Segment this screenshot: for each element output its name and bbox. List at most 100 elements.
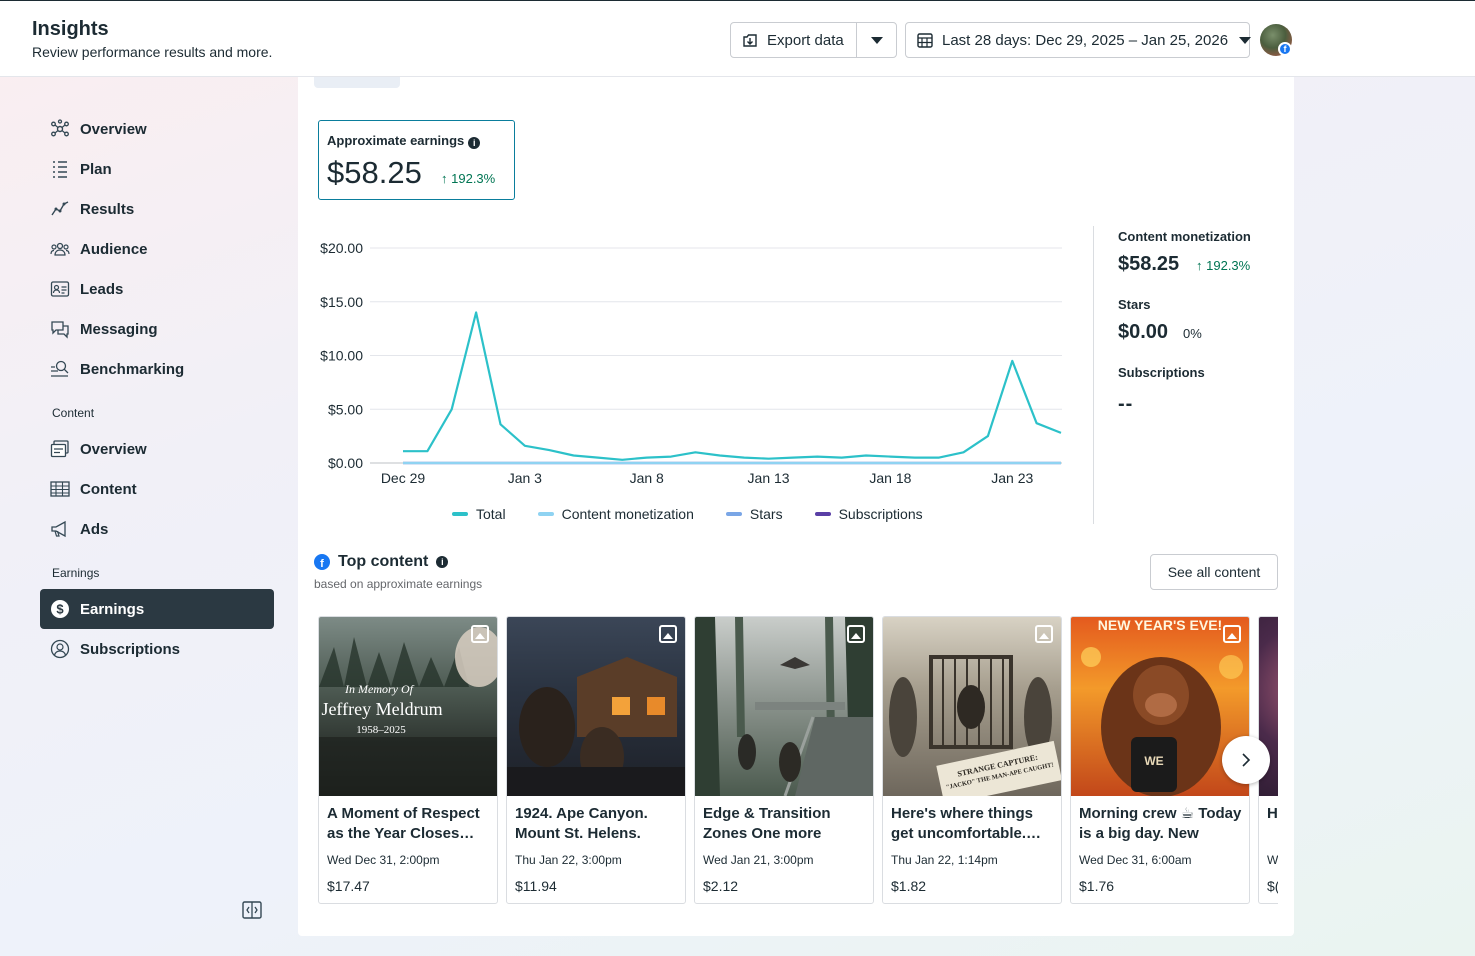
y-tick-label: $20.00	[320, 240, 363, 256]
dollar-icon: $	[50, 599, 70, 619]
sidebar-item-subscriptions[interactable]: Subscriptions	[40, 629, 274, 669]
stars-value: $0.00	[1118, 321, 1169, 343]
legend-item-content-monetization[interactable]: Content monetization	[537, 506, 694, 522]
sidebar-item-overview[interactable]: Overview	[40, 109, 274, 149]
metric-label: Approximate earnings	[327, 133, 465, 148]
post-earnings: $17.47	[327, 878, 370, 894]
see-all-content-button[interactable]: See all content	[1150, 554, 1278, 590]
facebook-badge-icon: f	[1278, 42, 1292, 56]
y-tick-label: $0.00	[328, 455, 363, 471]
content-monetization-delta: ↑ 192.3%	[1196, 258, 1251, 273]
sidebar-item-label: Leads	[80, 280, 124, 298]
post-earnings: $11.94	[515, 878, 557, 894]
thumb-text: r. Jeffrey Meldrum	[319, 699, 443, 719]
subscriptions-label: Subscriptions	[1118, 365, 1205, 380]
sidebar-item-plan[interactable]: Plan	[40, 149, 274, 189]
page-subtitle: Review performance results and more.	[32, 44, 273, 60]
legend-swatch	[725, 512, 742, 516]
section-label-earnings: Earnings	[52, 566, 100, 580]
content-monetization-value: $58.25	[1118, 253, 1180, 275]
sidebar-item-earnings[interactable]: $ Earnings	[40, 589, 274, 629]
chevron-down-icon	[870, 36, 883, 44]
post-date: Wed Jan 21, 3:00pm	[703, 853, 814, 867]
y-tick-label: $10.00	[320, 348, 363, 364]
sidebar-item-content-overview[interactable]: Overview	[40, 429, 274, 469]
legend-item-total[interactable]: Total	[452, 506, 506, 522]
calendar-icon	[917, 33, 933, 48]
export-options-dropdown[interactable]	[856, 22, 897, 58]
content-card[interactable]: 1924. Ape Canyon. Mount St. Helens. Fiv……	[506, 616, 686, 904]
thumb-text: WE	[1144, 754, 1163, 768]
tab-indicator	[314, 77, 400, 88]
sidebar-item-label: Benchmarking	[80, 360, 185, 378]
content-monetization-delta-value: 192.3%	[1206, 258, 1251, 273]
approximate-earnings-metric[interactable]: Approximate earnings i $58.25 ↑ 192.3%	[318, 120, 515, 200]
export-data-button[interactable]: Export data	[730, 22, 857, 58]
plan-icon	[50, 159, 70, 179]
y-tick-label: $5.00	[328, 401, 363, 417]
post-thumbnail: NEW YEAR'S EVE! WE	[1071, 617, 1249, 796]
carousel-next-button[interactable]	[1222, 736, 1270, 784]
x-tick-label: Dec 29	[381, 470, 426, 486]
sidebar-item-ads[interactable]: Ads	[40, 509, 274, 549]
content-card[interactable]: In Memory Of r. Jeffrey Meldrum 1958–202…	[318, 616, 498, 904]
top-content-title: Top content	[338, 553, 429, 570]
post-title: Here's where things get uncomfortable.…	[891, 805, 1042, 842]
sidebar-item-label: Subscriptions	[80, 640, 181, 658]
stars-delta: 0%	[1183, 326, 1202, 341]
content-card[interactable]: Edge & Transition Zones One more shar… W…	[694, 616, 874, 904]
subscriptions-value: --	[1118, 393, 1134, 415]
vertical-divider	[1093, 226, 1094, 524]
post-title: 1924. Ape Canyon. Mount St. Helens. Fiv…	[515, 805, 648, 842]
sidebar-item-messaging[interactable]: Messaging	[40, 309, 274, 349]
chevron-right-icon	[1242, 753, 1251, 767]
top-content-subtitle: based on approximate earnings	[314, 577, 483, 591]
sidebar-item-label: Overview	[80, 120, 147, 138]
content-card[interactable]: STRANGE CAPTURE: "JACKO" THE MAN-APE CAU…	[882, 616, 1062, 904]
legend-item-stars[interactable]: Stars	[725, 506, 783, 522]
audience-icon	[50, 239, 70, 259]
date-range-label: Last 28 days: Dec 29, 2025 – Jan 25, 202…	[942, 31, 1229, 49]
legend-label: Subscriptions	[838, 506, 923, 522]
sidebar-item-benchmarking[interactable]: Benchmarking	[40, 349, 274, 389]
post-date: Wed Dec 31, 2:00pm	[327, 853, 440, 867]
top-content-carousel: In Memory Of r. Jeffrey Meldrum 1958–202…	[318, 616, 1278, 906]
legend-swatch	[537, 512, 554, 516]
photo-icon	[1223, 625, 1241, 643]
x-tick-label: Jan 18	[869, 470, 911, 486]
photo-icon	[659, 625, 677, 643]
x-tick-label: Jan 3	[508, 470, 542, 486]
post-title: A Moment of Respect as the Year Closes…	[327, 805, 480, 842]
top-content-heading: f Top content i	[314, 553, 449, 571]
date-range-picker[interactable]: Last 28 days: Dec 29, 2025 – Jan 25, 202…	[905, 22, 1252, 58]
thumb-text: NEW YEAR'S EVE!	[1098, 617, 1222, 633]
facebook-icon: f	[314, 554, 330, 570]
post-date: Thu Jan 22, 1:14pm	[891, 853, 998, 867]
legend-item-subscriptions[interactable]: Subscriptions	[814, 506, 923, 522]
info-icon[interactable]: i	[436, 556, 449, 568]
sidebar-item-audience[interactable]: Audience	[40, 229, 274, 269]
subscriptions-icon	[50, 639, 70, 659]
post-thumbnail	[507, 617, 685, 796]
legend-label: Stars	[749, 506, 783, 522]
export-data-label: Export data	[767, 31, 844, 49]
sidebar-item-label: Messaging	[80, 320, 158, 338]
export-icon	[743, 34, 757, 47]
info-icon[interactable]: i	[468, 137, 481, 149]
sidebar-item-content[interactable]: Content	[40, 469, 274, 509]
sidebar-item-label: Overview	[80, 440, 147, 458]
messaging-icon	[50, 319, 70, 339]
y-tick-label: $15.00	[320, 294, 363, 310]
post-date: Thu Jan 22, 3:00pm	[515, 853, 622, 867]
thumbnail-art: In Memory Of r. Jeffrey Meldrum 1958–202…	[319, 627, 497, 796]
photo-icon	[847, 625, 865, 643]
metric-value: $58.25	[327, 155, 422, 190]
sidebar-item-label: Ads	[80, 520, 109, 538]
sidebar-item-leads[interactable]: Leads	[40, 269, 274, 309]
sidebar-item-results[interactable]: Results	[40, 189, 274, 229]
collapse-sidebar-icon[interactable]	[242, 901, 262, 919]
content-card[interactable]: NEW YEAR'S EVE! WE Morning crew ☕ Today …	[1070, 616, 1250, 904]
legend-label: Total	[476, 506, 506, 522]
svg-text:$: $	[56, 602, 64, 617]
thumbnail-art: NEW YEAR'S EVE! WE	[1081, 617, 1243, 796]
